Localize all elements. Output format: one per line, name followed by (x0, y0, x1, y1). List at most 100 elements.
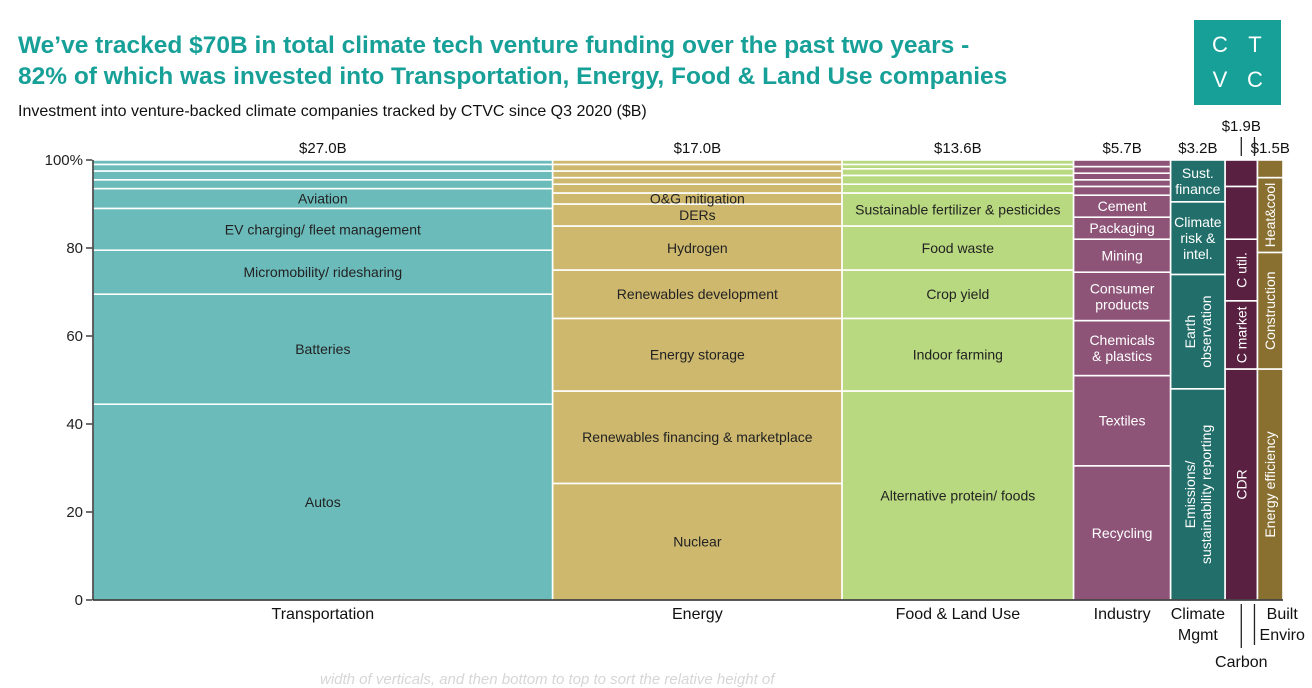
segment-label-carbon-cdr: CDR (1233, 469, 1249, 499)
segment-transportation-unlabeled-5 (92, 179, 554, 190)
segment-label-built-enviro-construction: Construction (1262, 271, 1278, 350)
segment-label-climate-mgmt-sust-finance: Sust. finance (1175, 165, 1220, 197)
segment-transportation-autos (92, 403, 554, 601)
column-total-built-enviro: $1.5B (1251, 140, 1290, 157)
segment-climate-mgmt-emissions-sustainability-reporting (1169, 387, 1226, 601)
segment-energy-unlabeled-11 (551, 159, 843, 166)
segment-industry-chemicals-plastics (1072, 319, 1172, 377)
segment-label-climate-mgmt-emissions-sustainability-reporting: Emissions/sustainability reporting (1182, 425, 1214, 564)
headline-line-1: We’ve tracked $70B in total climate tech… (18, 32, 970, 59)
segment-food-land-use-unlabeled-6 (841, 174, 1075, 185)
segment-carbon-unlabeled-3 (1224, 185, 1259, 240)
chart-headline: We’ve tracked $70B in total climate tech… (18, 30, 1178, 92)
segment-industry-unlabeled-7 (1072, 185, 1172, 196)
y-tick-label: 20 (66, 504, 83, 521)
segment-label-food-land-use-food-waste: Food waste (922, 240, 995, 256)
column-total-industry: $5.7B (1103, 140, 1142, 157)
logo-letter-v: V (1212, 67, 1228, 92)
segment-label-industry-chemicals-plastics: Chemicals & plastics (1089, 332, 1154, 364)
segment-built-enviro-unlabeled-3 (1256, 159, 1284, 179)
segment-food-land-use-alternative-protein-foods (841, 390, 1075, 601)
segment-label-industry-recycling: Recycling (1092, 525, 1153, 541)
segment-transportation-unlabeled-8 (92, 159, 554, 166)
segment-label-energy-o-g-mitigation: O&G mitigation (650, 191, 745, 207)
segment-label-carbon-c-util: C util. (1233, 252, 1249, 288)
category-label-built-enviro: Built Enviro (1260, 606, 1305, 644)
column-total-climate-mgmt: $3.2B (1178, 140, 1217, 157)
segment-carbon-unlabeled-4 (1224, 159, 1259, 188)
segment-built-enviro-construction (1256, 251, 1284, 370)
segment-label-food-land-use-alternative-protein-foods: Alternative protein/ foods (880, 488, 1035, 504)
column-total-transportation: $27.0B (299, 140, 347, 157)
category-label-transportation: Transportation (272, 606, 375, 623)
segment-food-land-use-food-waste (841, 225, 1075, 271)
y-tick-label: 0 (75, 592, 83, 609)
category-label-carbon: Carbon (1215, 654, 1267, 671)
column-total-food-land-use: $13.6B (934, 140, 982, 157)
segment-label-transportation-autos: Autos (305, 494, 341, 510)
segment-label-industry-consumer-products: Consumer products (1090, 280, 1155, 312)
logo-letter-t: T (1248, 32, 1262, 57)
category-label-energy: Energy (672, 606, 723, 623)
segment-label-transportation-batteries: Batteries (295, 341, 350, 357)
segment-energy-unlabeled-7 (551, 183, 843, 194)
segment-industry-unlabeled-8 (1072, 179, 1172, 188)
segment-energy-unlabeled-10 (551, 163, 843, 172)
segment-transportation-micromobility-ridesharing (92, 249, 554, 295)
segment-label-carbon-c-market: C market (1233, 306, 1249, 363)
segment-food-land-use-sustainable-fertilizer-pesticides (841, 192, 1075, 227)
segment-food-land-use-unlabeled-5 (841, 183, 1075, 194)
segment-energy-renewables-financing-marketplace (551, 390, 843, 485)
logo-letter-c2: C (1247, 67, 1263, 92)
segment-built-enviro-heat-cool (1256, 176, 1284, 254)
segment-label-industry-textiles: Textiles (1099, 413, 1146, 429)
category-label-industry: Industry (1094, 606, 1151, 623)
segment-transportation-ev-charging-fleet-management (92, 207, 554, 251)
headline-line-2: 82% of which was invested into Transport… (18, 63, 1008, 90)
segment-transportation-batteries (92, 293, 554, 406)
segment-label-food-land-use-indoor-farming: Indoor farming (913, 347, 1003, 363)
chart-subtitle: Investment into venture-backed climate c… (18, 103, 647, 120)
segment-label-industry-packaging: Packaging (1089, 220, 1154, 236)
segment-industry-unlabeled-10 (1072, 165, 1172, 175)
segment-food-land-use-unlabeled-9 (841, 159, 1075, 166)
segment-label-transportation-aviation: Aviation (298, 191, 348, 207)
segment-label-energy-energy-storage: Energy storage (650, 347, 745, 363)
y-tick-label: 100% (45, 152, 83, 169)
segment-label-transportation-ev-charging-fleet-management: EV charging/ fleet management (225, 221, 421, 237)
segment-label-energy-ders: DERs (679, 207, 716, 223)
segment-label-food-land-use-sustainable-fertilizer-pesticides: Sustainable fertilizer & pesticides (855, 202, 1060, 218)
ctvc-logo: C T V C (1194, 20, 1281, 105)
y-tick-label: 80 (66, 240, 83, 257)
segment-climate-mgmt-sust-finance (1169, 159, 1226, 203)
segment-industry-unlabeled-11 (1072, 159, 1172, 168)
segment-label-industry-cement: Cement (1098, 198, 1147, 214)
logo-letter-c1: C (1212, 32, 1228, 57)
column-total-carbon: $1.9B (1222, 118, 1261, 135)
segment-label-built-enviro-heat-cool: Heat&cool (1262, 183, 1278, 248)
segment-label-climate-mgmt-climate-risk-intel: Climate risk & intel. (1174, 214, 1222, 262)
segment-label-food-land-use-crop-yield: Crop yield (926, 286, 989, 302)
segment-label-transportation-micromobility-ridesharing: Micromobility/ ridesharing (243, 264, 402, 280)
segment-industry-unlabeled-9 (1072, 172, 1172, 181)
segment-energy-unlabeled-8 (551, 176, 843, 186)
segment-label-energy-renewables-financing-marketplace: Renewables financing & marketplace (582, 429, 813, 445)
segment-energy-unlabeled-9 (551, 170, 843, 179)
segment-label-climate-mgmt-earth-observation: Earthobservation (1182, 295, 1214, 367)
faint-caption: width of verticals, and then bottom to t… (320, 671, 775, 688)
segment-label-built-enviro-energy-efficiency: Energy efficiency (1262, 431, 1278, 537)
segment-label-industry-mining: Mining (1101, 248, 1142, 264)
segment-energy-nuclear (551, 482, 843, 601)
column-total-energy: $17.0B (674, 140, 722, 157)
segment-label-energy-renewables-development: Renewables development (617, 286, 778, 302)
segment-food-land-use-unlabeled-7 (841, 168, 1075, 177)
segment-carbon-c-util (1224, 238, 1259, 302)
category-label-food-land-use: Food & Land Use (896, 606, 1021, 623)
y-tick-label: 40 (66, 416, 83, 433)
segment-industry-recycling (1072, 464, 1172, 601)
segment-transportation-unlabeled-6 (92, 170, 554, 181)
segment-label-energy-nuclear: Nuclear (673, 534, 722, 550)
category-label-climate-mgmt: Climate Mgmt (1171, 606, 1225, 644)
y-tick-label: 60 (66, 328, 83, 345)
